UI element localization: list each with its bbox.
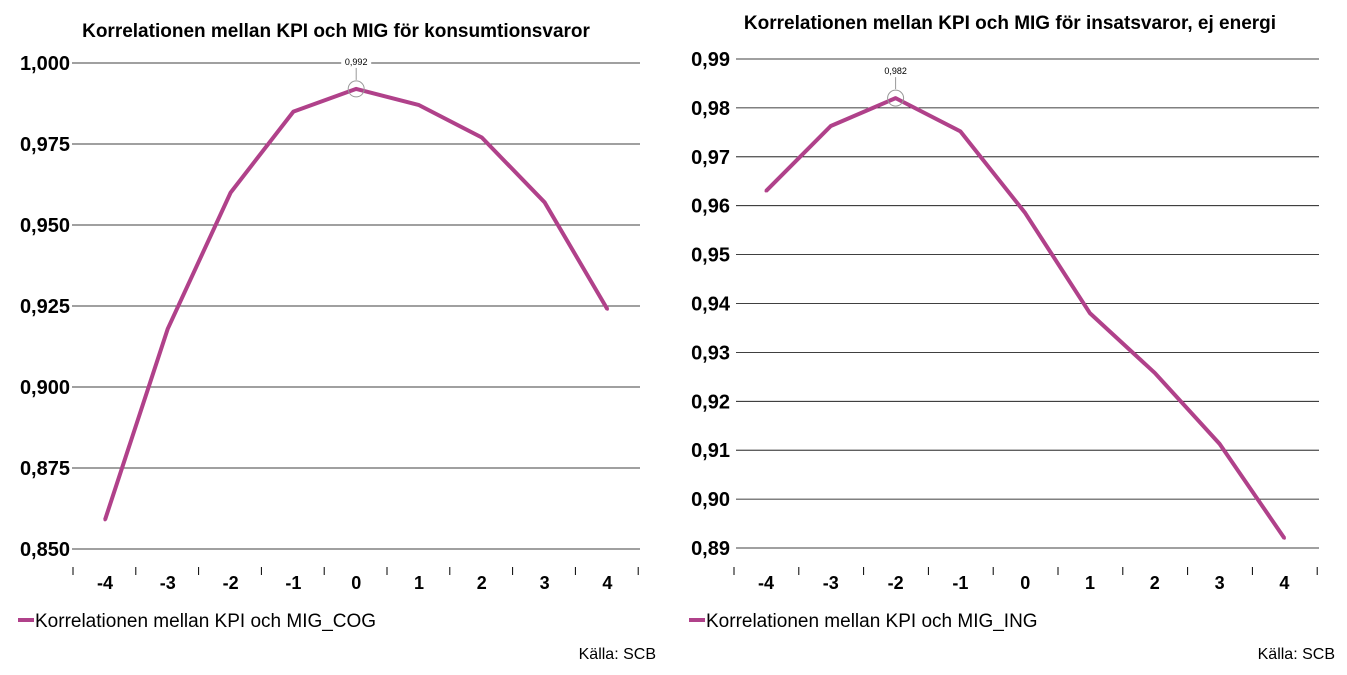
y-tick-label: 0,89 bbox=[691, 538, 730, 560]
data-point bbox=[291, 110, 295, 114]
data-point bbox=[1023, 211, 1027, 215]
x-tick-label: -2 bbox=[888, 573, 904, 593]
data-point bbox=[1218, 442, 1222, 446]
y-tick-label: 0,850 bbox=[20, 539, 70, 561]
y-tick-label: 0,900 bbox=[20, 377, 70, 399]
data-point bbox=[764, 189, 768, 193]
chart-title: Korrelationen mellan KPI och MIG för ins… bbox=[744, 13, 1276, 34]
peak-marker-circle bbox=[887, 89, 905, 107]
x-tick-label: 4 bbox=[602, 573, 612, 593]
y-tick-label: 0,875 bbox=[20, 458, 70, 480]
data-point bbox=[480, 136, 484, 140]
x-tick-label: 1 bbox=[414, 573, 424, 593]
peak-marker-circle bbox=[347, 80, 365, 98]
x-tick-label: -3 bbox=[823, 573, 839, 593]
y-tick-label: 0,975 bbox=[20, 134, 70, 156]
x-tick-label: -2 bbox=[223, 573, 239, 593]
peak-label-background bbox=[341, 55, 372, 67]
x-tick-label: 2 bbox=[477, 573, 487, 593]
y-tick-label: 0,99 bbox=[691, 49, 730, 71]
data-point bbox=[229, 191, 233, 195]
x-tick-label: 3 bbox=[540, 573, 550, 593]
data-point bbox=[605, 307, 609, 311]
y-tick-label: 0,925 bbox=[20, 296, 70, 318]
peak-value-label: 0,982 bbox=[884, 66, 907, 76]
x-tick-label: 4 bbox=[1279, 573, 1289, 593]
legend-label: Korrelationen mellan KPI och MIG_COG bbox=[35, 611, 376, 632]
chart-title: Korrelationen mellan KPI och MIG för kon… bbox=[82, 21, 590, 42]
chart-panel-kpi-mig-cog: Korrelationen mellan KPI och MIG för kon… bbox=[0, 0, 673, 675]
y-tick-label: 0,97 bbox=[691, 147, 730, 169]
data-point bbox=[417, 103, 421, 107]
y-tick-label: 0,92 bbox=[691, 391, 730, 413]
y-tick-label: 0,950 bbox=[20, 215, 70, 237]
series-line bbox=[764, 96, 1287, 540]
y-tick-label: 0,95 bbox=[691, 245, 730, 267]
source-note: Källa: SCB bbox=[579, 646, 656, 663]
y-tick-label: 0,91 bbox=[691, 440, 730, 462]
x-tick-label: -1 bbox=[285, 573, 301, 593]
x-tick-label: -3 bbox=[160, 573, 176, 593]
data-point bbox=[829, 124, 833, 128]
y-tick-label: 0,90 bbox=[691, 489, 730, 511]
data-point bbox=[894, 96, 898, 100]
data-point bbox=[958, 129, 962, 133]
series-line bbox=[103, 86, 610, 521]
x-tick-label: 0 bbox=[1020, 573, 1030, 593]
data-point bbox=[543, 200, 547, 204]
data-point bbox=[1153, 371, 1157, 375]
y-tick-label: 1,000 bbox=[20, 53, 70, 75]
x-tick-label: -1 bbox=[952, 573, 968, 593]
y-tick-label: 0,98 bbox=[691, 98, 730, 120]
x-tick-label: -4 bbox=[758, 573, 774, 593]
data-point bbox=[1088, 311, 1092, 315]
data-point bbox=[1282, 536, 1286, 540]
x-tick-label: 2 bbox=[1150, 573, 1160, 593]
peak-label-background bbox=[880, 65, 911, 77]
x-tick-label: 3 bbox=[1215, 573, 1225, 593]
data-point bbox=[103, 518, 107, 522]
peak-value-label: 0,992 bbox=[345, 57, 368, 67]
legend-label: Korrelationen mellan KPI och MIG_ING bbox=[706, 611, 1038, 632]
chart-panel-kpi-mig-ing: Korrelationen mellan KPI och MIG för ins… bbox=[673, 0, 1347, 675]
x-tick-label: 0 bbox=[351, 573, 361, 593]
y-tick-label: 0,93 bbox=[691, 342, 730, 364]
chart-svg-kpi-mig-ing: Korrelationen mellan KPI och MIG för ins… bbox=[689, 13, 1335, 663]
x-tick-label: -4 bbox=[97, 573, 113, 593]
y-tick-label: 0,94 bbox=[691, 294, 731, 316]
chart-svg-kpi-mig-cog: Korrelationen mellan KPI och MIG för kon… bbox=[18, 21, 656, 663]
data-point bbox=[166, 327, 170, 331]
data-point bbox=[354, 87, 358, 91]
x-tick-label: 1 bbox=[1085, 573, 1095, 593]
y-tick-label: 0,96 bbox=[691, 196, 730, 218]
source-note: Källa: SCB bbox=[1258, 646, 1335, 663]
